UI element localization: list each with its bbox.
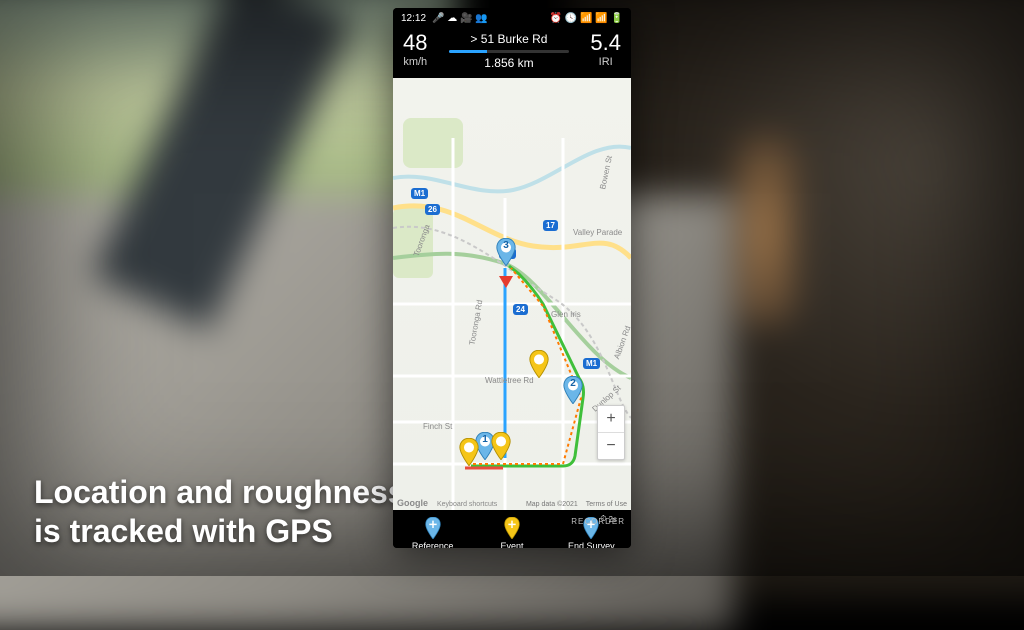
map-label: Wattletree Rd [485, 376, 534, 385]
event-label: Event [500, 541, 523, 548]
iri-readout: 5.4 IRI [590, 32, 621, 68]
zoom-out-button[interactable]: − [598, 432, 624, 459]
end-survey-button[interactable]: ⏱2s End Survey [552, 510, 631, 548]
pin-icon [503, 517, 521, 539]
end-survey-label: End Survey [568, 541, 615, 548]
map-pin[interactable] [458, 438, 480, 466]
speed-value: 48 [403, 32, 427, 54]
route-shield: 26 [425, 204, 440, 215]
bottom-toolbar: Reference Event ⏱2s End Survey [393, 510, 631, 548]
caption-line2: is tracked with GPS [34, 512, 406, 550]
route-shield: M1 [583, 358, 600, 369]
iri-unit: IRI [590, 56, 621, 68]
reference-button[interactable]: Reference [393, 510, 472, 548]
map-attribution: Map data ©2021 Terms of Use [520, 501, 627, 508]
map-label: Finch St [423, 422, 452, 431]
app-header: 48 km/h > 51 Burke Rd 1.856 km 5.4 IRI [393, 28, 631, 78]
map-pin[interactable]: 2 [562, 376, 584, 404]
speed-readout: 48 km/h [403, 32, 427, 68]
distance-readout: 1.856 km [435, 56, 582, 70]
iri-value: 5.4 [590, 32, 621, 54]
speed-unit: km/h [403, 56, 427, 68]
zoom-in-button[interactable]: + [598, 406, 624, 432]
event-button[interactable]: Event [472, 510, 551, 548]
route-shield: 24 [513, 304, 528, 315]
recorder-watermark: RECORDER [571, 517, 625, 526]
map-pin[interactable]: 3 [495, 238, 517, 266]
status-bar: 12:12 🎤 ☁ 🎥 👥 ⏰ 🕓 📶 📶 🔋 [393, 8, 631, 28]
map-pin[interactable] [490, 432, 512, 460]
google-logo: Google [397, 498, 428, 508]
pin-number: 2 [562, 378, 584, 389]
map-pin[interactable] [528, 350, 550, 378]
pin-number: 3 [495, 240, 517, 251]
keyboard-shortcuts-link[interactable]: Keyboard shortcuts [437, 501, 497, 508]
map-label: Glen Iris [551, 310, 581, 319]
map-view[interactable]: M126M11724M1 ToorongaTooronga RdValley P… [393, 78, 631, 510]
terms-link[interactable]: Terms of Use [586, 501, 627, 508]
current-address: > 51 Burke Rd [435, 32, 582, 46]
caption: Location and roughness is tracked with G… [34, 473, 406, 550]
progress-bar [449, 50, 569, 53]
reference-label: Reference [412, 541, 454, 548]
status-time: 12:12 [401, 13, 426, 24]
caption-line1: Location and roughness [34, 473, 406, 511]
current-heading-icon [499, 276, 513, 288]
status-right-icons: ⏰ 🕓 📶 📶 🔋 [550, 13, 623, 24]
map-label: Valley Parade [573, 228, 622, 237]
zoom-control: + − [597, 405, 625, 460]
map-svg [393, 78, 631, 510]
route-shield: M1 [411, 188, 428, 199]
route-shield: 17 [543, 220, 558, 231]
phone-frame: 12:12 🎤 ☁ 🎥 👥 ⏰ 🕓 📶 📶 🔋 48 km/h > 51 Bur… [393, 8, 631, 548]
pin-icon [424, 517, 442, 539]
status-left-icons: 🎤 ☁ 🎥 👥 [432, 13, 488, 24]
